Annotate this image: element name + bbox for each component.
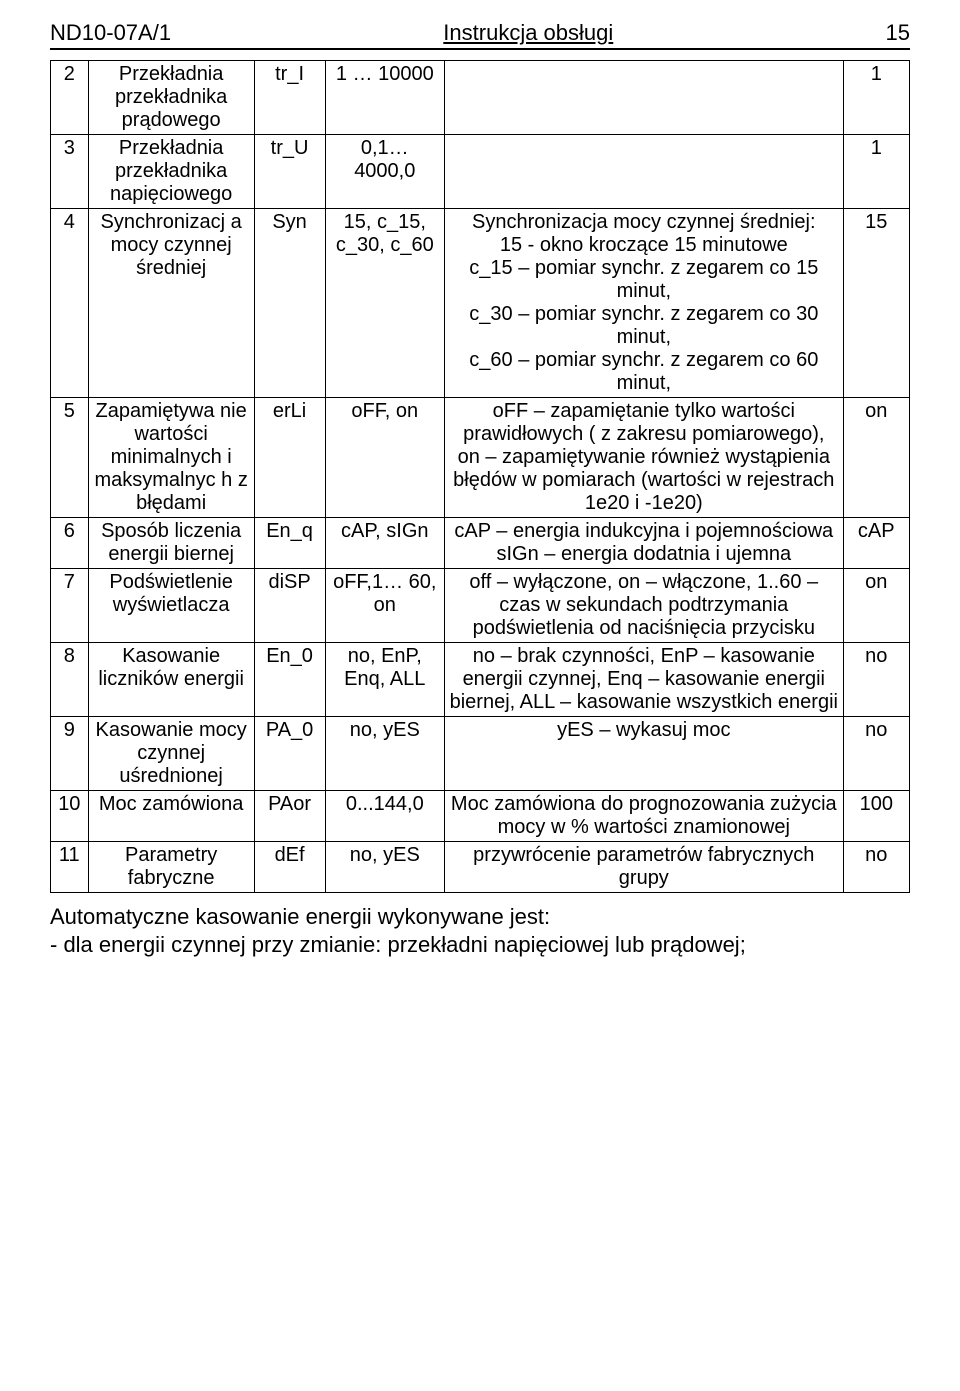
cell-symbol: tr_U (254, 135, 325, 209)
cell-range: 0,1… 4000,0 (325, 135, 445, 209)
cell-symbol: PAor (254, 791, 325, 842)
cell-symbol: Syn (254, 209, 325, 398)
cell-default: cAP (843, 518, 909, 569)
cell-default: on (843, 569, 909, 643)
cell-default: 100 (843, 791, 909, 842)
cell-default: no (843, 643, 909, 717)
header-title: Instrukcja obsługi (171, 20, 885, 46)
table-row: 6Sposób liczenia energii biernejEn_qcAP,… (51, 518, 910, 569)
table-row: 8Kasowanie liczników energiiEn_0no, EnP,… (51, 643, 910, 717)
cell-num: 5 (51, 398, 89, 518)
table-row: 4Synchronizacj a mocy czynnej średniejSy… (51, 209, 910, 398)
cell-name: Przekładnia przekładnika napięciowego (88, 135, 254, 209)
cell-desc: Synchronizacja mocy czynnej średniej:15 … (445, 209, 844, 398)
cell-desc: yES – wykasuj moc (445, 717, 844, 791)
page: ND10-07A/1 Instrukcja obsługi 15 2Przekł… (0, 0, 960, 988)
cell-range: 15, c_15, c_30, c_60 (325, 209, 445, 398)
cell-range: oFF,1… 60, on (325, 569, 445, 643)
table-row: 7Podświetlenie wyświetlaczadiSPoFF,1… 60… (51, 569, 910, 643)
cell-symbol: En_0 (254, 643, 325, 717)
cell-default: 1 (843, 61, 909, 135)
cell-name: Moc zamówiona (88, 791, 254, 842)
cell-default: 1 (843, 135, 909, 209)
cell-desc: oFF – zapamiętanie tylko wartości prawid… (445, 398, 844, 518)
cell-num: 11 (51, 842, 89, 893)
cell-desc: off – wyłączone, on – włączone, 1..60 – … (445, 569, 844, 643)
cell-num: 6 (51, 518, 89, 569)
table-row: 3Przekładnia przekładnika napięciowegotr… (51, 135, 910, 209)
cell-symbol: dEf (254, 842, 325, 893)
cell-num: 2 (51, 61, 89, 135)
cell-name: Przekładnia przekładnika prądowego (88, 61, 254, 135)
cell-name: Sposób liczenia energii biernej (88, 518, 254, 569)
cell-num: 4 (51, 209, 89, 398)
cell-range: 1 … 10000 (325, 61, 445, 135)
cell-num: 8 (51, 643, 89, 717)
table-row: 2Przekładnia przekładnika prądowegotr_I1… (51, 61, 910, 135)
cell-range: no, yES (325, 717, 445, 791)
cell-default: no (843, 717, 909, 791)
cell-name: Parametry fabryczne (88, 842, 254, 893)
table-row: 9Kasowanie mocy czynnej uśrednionejPA_0n… (51, 717, 910, 791)
table-row: 11Parametry fabrycznedEfno, yESprzywróce… (51, 842, 910, 893)
cell-num: 7 (51, 569, 89, 643)
cell-name: Synchronizacj a mocy czynnej średniej (88, 209, 254, 398)
table-row: 5Zapamiętywa nie wartości minimalnych i … (51, 398, 910, 518)
cell-default: 15 (843, 209, 909, 398)
cell-num: 10 (51, 791, 89, 842)
cell-symbol: tr_I (254, 61, 325, 135)
cell-desc: Moc zamówiona do prognozowania zużycia m… (445, 791, 844, 842)
cell-default: on (843, 398, 909, 518)
cell-range: cAP, sIGn (325, 518, 445, 569)
cell-desc: przywrócenie parametrów fabrycznych grup… (445, 842, 844, 893)
page-header: ND10-07A/1 Instrukcja obsługi 15 (50, 20, 910, 50)
cell-desc: no – brak czynności, EnP – kasowanie ene… (445, 643, 844, 717)
body-line-1: Automatyczne kasowanie energii wykonywan… (50, 903, 910, 931)
cell-symbol: erLi (254, 398, 325, 518)
cell-symbol: PA_0 (254, 717, 325, 791)
body-line-2: - dla energii czynnej przy zmianie: prze… (50, 931, 910, 959)
cell-symbol: En_q (254, 518, 325, 569)
cell-range: oFF, on (325, 398, 445, 518)
cell-desc (445, 135, 844, 209)
cell-name: Kasowanie liczników energii (88, 643, 254, 717)
cell-symbol: diSP (254, 569, 325, 643)
cell-desc: cAP – energia indukcyjna i pojemnościowa… (445, 518, 844, 569)
header-page-number: 15 (886, 20, 910, 46)
cell-range: no, EnP, Enq, ALL (325, 643, 445, 717)
body-paragraph: Automatyczne kasowanie energii wykonywan… (50, 903, 910, 958)
cell-range: 0...144,0 (325, 791, 445, 842)
cell-num: 9 (51, 717, 89, 791)
cell-num: 3 (51, 135, 89, 209)
cell-default: no (843, 842, 909, 893)
cell-name: Kasowanie mocy czynnej uśrednionej (88, 717, 254, 791)
cell-name: Zapamiętywa nie wartości minimalnych i m… (88, 398, 254, 518)
cell-name: Podświetlenie wyświetlacza (88, 569, 254, 643)
cell-range: no, yES (325, 842, 445, 893)
cell-desc (445, 61, 844, 135)
table-row: 10Moc zamówionaPAor0...144,0Moc zamówion… (51, 791, 910, 842)
parameter-table: 2Przekładnia przekładnika prądowegotr_I1… (50, 60, 910, 893)
header-doc-id: ND10-07A/1 (50, 20, 171, 46)
